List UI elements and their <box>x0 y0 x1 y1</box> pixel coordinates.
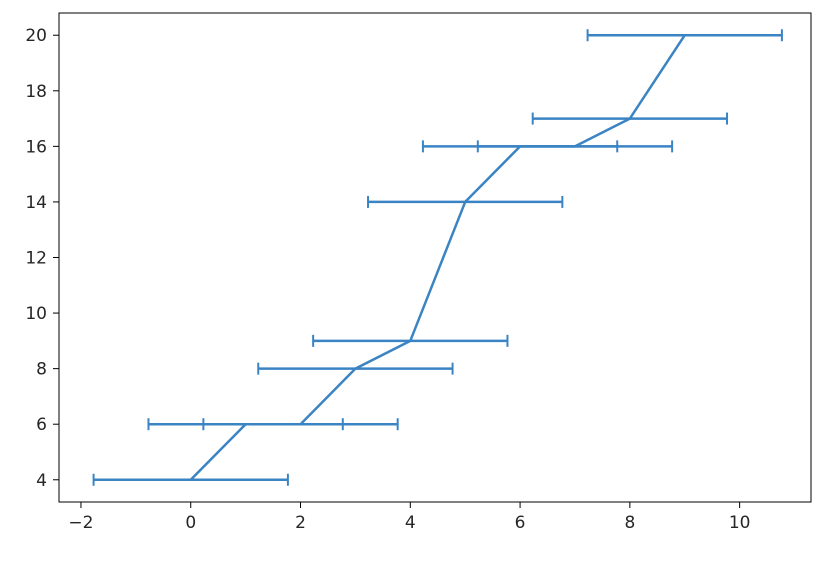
y-tick-label-5: 14 <box>25 193 47 213</box>
y-tick-label-8: 20 <box>25 26 47 46</box>
axes: −2 0 2 4 6 8 10 4 6 8 10 12 14 16 18 20 <box>25 12 812 533</box>
series-line-0 <box>189 34 686 481</box>
x-tick-label-1: 0 <box>185 513 196 533</box>
y-tick-label-1: 6 <box>36 415 47 435</box>
y-tick-label-3: 10 <box>25 304 47 324</box>
y-tick-label-4: 12 <box>25 249 47 269</box>
y-tick-label-6: 16 <box>25 137 47 157</box>
x-tick-label-5: 8 <box>624 513 635 533</box>
x-tick-label-6: 10 <box>729 513 751 533</box>
x-tick-label-3: 4 <box>405 513 416 533</box>
y-tick-label-0: 4 <box>36 471 47 491</box>
x-tick-label-4: 6 <box>515 513 526 533</box>
x-tick-label-2: 2 <box>295 513 306 533</box>
x-tick-label-0: −2 <box>68 513 93 533</box>
y-tick-label-2: 8 <box>36 360 47 380</box>
plot-frame <box>58 12 812 503</box>
data-marks <box>92 29 783 486</box>
y-tick-label-7: 18 <box>25 82 47 102</box>
